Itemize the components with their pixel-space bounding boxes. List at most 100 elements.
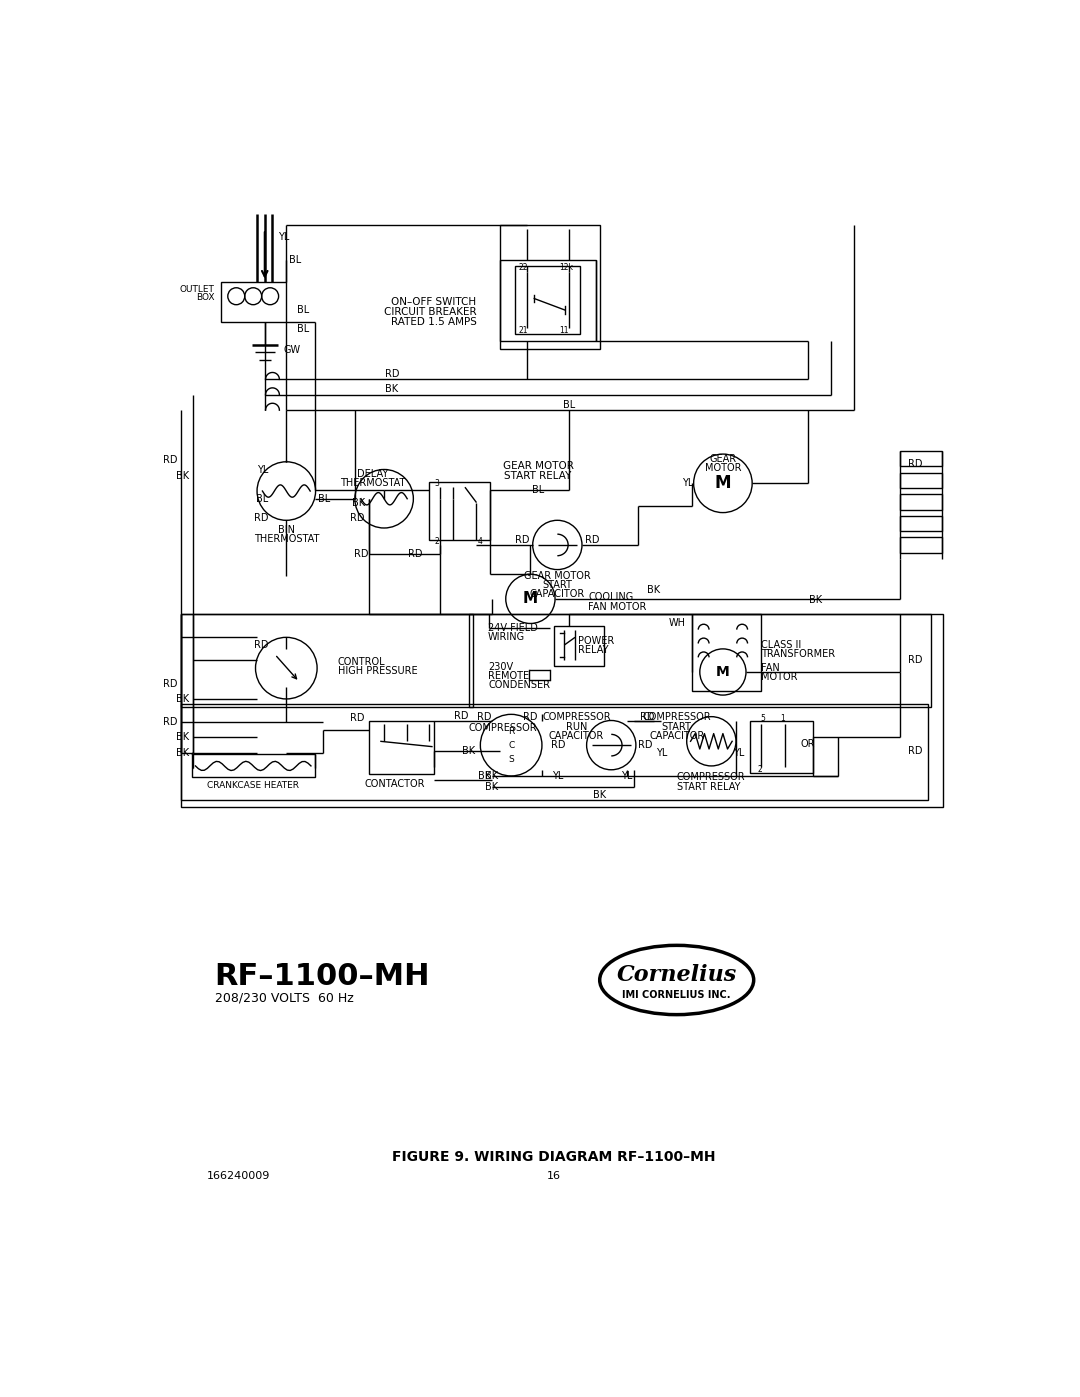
Text: RD: RD — [908, 655, 922, 665]
Text: CRANKCASE HEATER: CRANKCASE HEATER — [207, 781, 299, 791]
Text: RATED 1.5 AMPS: RATED 1.5 AMPS — [391, 317, 476, 327]
Text: CAPACITOR: CAPACITOR — [649, 731, 704, 740]
Text: 11: 11 — [559, 327, 569, 335]
Text: START RELAY: START RELAY — [504, 471, 571, 481]
Text: BK: BK — [462, 746, 475, 756]
Bar — [750, 721, 813, 773]
Text: RUN: RUN — [566, 722, 588, 732]
Text: BIN: BIN — [278, 524, 295, 535]
Text: CONDENSER: CONDENSER — [488, 680, 550, 690]
Text: START: START — [542, 580, 572, 590]
Text: 24V FIELD: 24V FIELD — [488, 623, 538, 633]
Text: 208/230 VOLTS  60 Hz: 208/230 VOLTS 60 Hz — [215, 992, 353, 1004]
Text: YL: YL — [683, 478, 693, 489]
Text: ON–OFF SWITCH: ON–OFF SWITCH — [391, 298, 476, 307]
Text: IMI CORNELIUS INC.: IMI CORNELIUS INC. — [622, 990, 731, 1000]
Text: BK: BK — [485, 782, 499, 792]
Bar — [900, 538, 943, 553]
Text: RD: RD — [584, 535, 599, 545]
Text: BK: BK — [809, 595, 822, 605]
Text: RD: RD — [384, 369, 399, 379]
Text: BL: BL — [318, 493, 330, 504]
Text: BL: BL — [532, 485, 544, 495]
Bar — [368, 721, 434, 774]
Text: M: M — [716, 665, 730, 679]
Bar — [692, 615, 761, 692]
Text: WH: WH — [669, 619, 685, 629]
Text: C: C — [508, 740, 514, 750]
Text: 3: 3 — [434, 479, 438, 488]
Text: M: M — [523, 591, 538, 606]
Text: BL: BL — [297, 305, 309, 316]
Text: RD: RD — [354, 549, 368, 559]
Bar — [180, 615, 943, 806]
Text: MOTOR: MOTOR — [704, 462, 741, 474]
Text: S: S — [509, 754, 514, 764]
Text: RD: RD — [163, 679, 177, 689]
Text: RD: RD — [254, 640, 269, 650]
Text: BK: BK — [176, 471, 189, 481]
Text: OR: OR — [800, 739, 814, 749]
Bar — [220, 282, 286, 321]
Bar — [500, 260, 596, 341]
Text: BK: BK — [352, 497, 365, 507]
Text: YL: YL — [552, 771, 563, 781]
Text: R: R — [508, 726, 514, 736]
Text: RD: RD — [477, 712, 491, 722]
Text: 2: 2 — [434, 538, 438, 546]
Bar — [554, 626, 604, 666]
Text: RD: RD — [640, 712, 654, 722]
Bar — [900, 515, 943, 531]
Text: RD: RD — [254, 513, 269, 522]
Text: 5: 5 — [760, 714, 765, 724]
Text: RD: RD — [454, 711, 469, 721]
Text: RD: RD — [350, 714, 365, 724]
Text: RD: RD — [551, 740, 565, 750]
Bar — [191, 754, 314, 778]
Text: GEAR MOTOR: GEAR MOTOR — [524, 571, 591, 581]
Text: BOX: BOX — [197, 292, 215, 302]
Text: BK: BK — [485, 771, 499, 781]
Text: TRANSFORMER: TRANSFORMER — [761, 650, 836, 659]
Text: RD: RD — [163, 717, 177, 726]
Text: Cornelius: Cornelius — [617, 964, 737, 986]
Text: OUTLET: OUTLET — [180, 285, 215, 293]
Bar — [180, 704, 928, 800]
Text: HIGH PRESSURE: HIGH PRESSURE — [338, 666, 418, 676]
Text: RD: RD — [163, 455, 177, 465]
Text: RELAY: RELAY — [578, 645, 609, 655]
Bar — [900, 472, 943, 488]
Text: 21: 21 — [518, 327, 527, 335]
Text: YL: YL — [732, 747, 744, 757]
Text: RD: RD — [638, 740, 652, 750]
Text: CLASS II: CLASS II — [761, 640, 801, 650]
Text: FIGURE 9. WIRING DIAGRAM RF–1100–MH: FIGURE 9. WIRING DIAGRAM RF–1100–MH — [392, 1150, 715, 1164]
Text: YL: YL — [621, 771, 632, 781]
Bar — [500, 225, 599, 349]
Text: FAN MOTOR: FAN MOTOR — [589, 602, 647, 612]
Text: CAPACITOR: CAPACITOR — [549, 731, 604, 740]
Text: BL: BL — [289, 256, 301, 265]
Text: GEAR: GEAR — [710, 454, 737, 464]
Text: BK: BK — [647, 584, 660, 595]
Text: COMPRESSOR: COMPRESSOR — [469, 724, 538, 733]
Bar — [180, 615, 473, 707]
Text: DELAY: DELAY — [356, 469, 388, 479]
Text: THERMOSTAT: THERMOSTAT — [254, 534, 319, 543]
Text: GEAR MOTOR: GEAR MOTOR — [502, 461, 573, 471]
Text: COMPRESSOR: COMPRESSOR — [643, 712, 711, 722]
Text: RD: RD — [908, 460, 922, 469]
Text: COMPRESSOR: COMPRESSOR — [542, 712, 611, 722]
Text: BK: BK — [477, 771, 490, 781]
Bar — [469, 615, 931, 707]
Text: RF–1100–MH: RF–1100–MH — [215, 961, 430, 990]
Text: RD: RD — [350, 513, 365, 522]
Text: BK: BK — [593, 791, 606, 800]
Bar — [900, 495, 943, 510]
Text: COMPRESSOR: COMPRESSOR — [677, 773, 745, 782]
Text: COOLING: COOLING — [589, 592, 633, 602]
Text: M: M — [715, 475, 731, 492]
Text: RD: RD — [523, 712, 538, 722]
Text: START: START — [662, 722, 691, 732]
Text: BL: BL — [256, 493, 269, 504]
